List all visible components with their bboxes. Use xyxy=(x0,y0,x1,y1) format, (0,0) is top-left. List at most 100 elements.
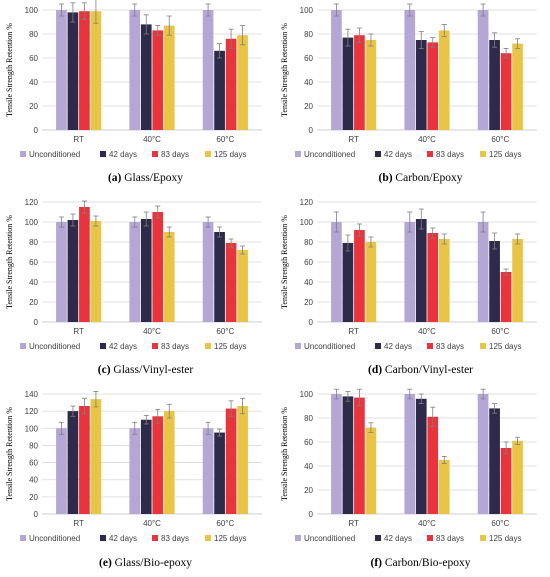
bar xyxy=(79,11,90,131)
legend-swatch xyxy=(20,535,26,541)
y-tick-label: 20 xyxy=(304,486,313,495)
x-tick-label: 40°C xyxy=(143,135,161,144)
bar xyxy=(477,222,489,322)
bar xyxy=(140,219,152,322)
chart-svg: 0 20 40 60 80 100 Tensile Strength Retention %… xyxy=(280,388,537,543)
panel-caption-text: Carbon/Vinyl-ester xyxy=(384,364,474,376)
bar xyxy=(214,232,225,322)
chart-svg: 0 20 40 60 80 100 Tensile Strength Retention %… xyxy=(5,0,262,159)
legend-label: 125 days xyxy=(489,150,521,159)
y-axis-label: Tensile Strength Retention % xyxy=(5,23,14,117)
x-tick-label: 40°C xyxy=(143,519,161,528)
legend-label: 125 days xyxy=(214,342,246,351)
legend-label: 83 days xyxy=(436,150,464,159)
x-tick-label: 40°C xyxy=(418,327,436,336)
y-tick-label: 120 xyxy=(25,407,39,416)
bar xyxy=(512,239,523,322)
bar xyxy=(489,40,500,130)
legend-swatch xyxy=(100,151,106,157)
y-tick-label: 60 xyxy=(304,54,313,63)
legend-label: 83 days xyxy=(161,534,189,543)
y-tick-label: 100 xyxy=(300,390,314,399)
chart-panel-carbon-epoxy: 0 20 40 60 80 100 Tensile Strength Retention %… xyxy=(275,0,550,192)
bar xyxy=(79,406,90,514)
bar xyxy=(56,222,67,322)
panel-caption: (c) Glass/Vinyl-ester xyxy=(98,364,193,376)
panel-caption-letter: (e) xyxy=(99,557,112,569)
bar xyxy=(365,40,377,130)
legend-swatch xyxy=(205,151,211,157)
chart-svg: 0 20 40 60 80 100 Tensile Strength Retention %… xyxy=(280,3,537,159)
legend-swatch xyxy=(152,535,158,541)
panel-caption-letter: (f) xyxy=(370,557,383,569)
bar xyxy=(202,428,214,514)
legend-label: 42 days xyxy=(384,534,412,543)
y-tick-label: 0 xyxy=(34,126,39,135)
legend-label: 42 days xyxy=(384,342,412,351)
legend-label: Unconditioned xyxy=(29,342,80,351)
x-tick-label: 60°C xyxy=(491,327,509,336)
bar xyxy=(163,411,175,514)
y-tick-label: 40 xyxy=(29,476,38,485)
y-tick-label: 40 xyxy=(304,278,313,287)
bar xyxy=(404,394,416,514)
legend-label: 42 days xyxy=(384,150,412,159)
bar xyxy=(331,10,342,130)
legend-label: Unconditioned xyxy=(304,534,355,543)
y-tick-label: 100 xyxy=(25,6,39,15)
bar xyxy=(500,448,512,514)
chart-panel-glass-epoxy: 0 20 40 60 80 100 Tensile Strength Retention %… xyxy=(0,0,275,192)
legend-swatch xyxy=(375,343,381,349)
y-tick-label: 60 xyxy=(29,459,38,468)
bar xyxy=(438,239,450,322)
x-tick-label: 60°C xyxy=(216,327,234,336)
bar xyxy=(342,396,354,514)
legend-swatch xyxy=(152,151,158,157)
chart-svg: 0 20 40 60 80 100 120 Tensile Strength Retentio… xyxy=(280,198,537,351)
legend-swatch xyxy=(480,535,486,541)
legend-swatch xyxy=(427,535,433,541)
chart-svg: 0 20 40 60 80 100 120 140 Tensile Strength Reten… xyxy=(5,390,262,543)
panel-caption: (b) Carbon/Epoxy xyxy=(378,172,462,184)
bar xyxy=(331,222,342,322)
panel-caption-text: Carbon/Epoxy xyxy=(395,172,463,184)
bar xyxy=(129,428,141,514)
bar xyxy=(427,42,439,130)
legend-swatch xyxy=(152,343,158,349)
bar xyxy=(152,212,164,322)
panel-caption-letter: (d) xyxy=(367,364,383,376)
x-tick-label: 40°C xyxy=(418,135,436,144)
x-tick-label: 40°C xyxy=(143,327,161,336)
y-tick-label: 40 xyxy=(304,78,313,87)
bar xyxy=(512,43,523,130)
x-tick-label: RT xyxy=(348,519,359,528)
legend-swatch xyxy=(20,343,26,349)
panel-caption-letter: (c) xyxy=(97,364,111,376)
bar xyxy=(225,38,237,130)
y-tick-label: 0 xyxy=(34,318,39,327)
x-tick-label: RT xyxy=(348,327,359,336)
y-axis-label: Tensile Strength Retention % xyxy=(280,215,289,309)
bar xyxy=(489,408,500,514)
legend-swatch xyxy=(427,151,433,157)
x-tick-label: RT xyxy=(348,135,359,144)
bar xyxy=(477,10,489,130)
legend-label: 125 days xyxy=(489,534,521,543)
legend-label: Unconditioned xyxy=(304,342,355,351)
panel-caption: (f) Carbon/Bio-epoxy xyxy=(371,557,471,569)
y-tick-label: 60 xyxy=(29,54,38,63)
y-axis-label: Tensile Strength Retention % xyxy=(5,407,14,501)
panel-caption: (e) Glass/Bio-epoxy xyxy=(99,557,192,569)
y-tick-label: 80 xyxy=(304,238,313,247)
bar xyxy=(342,243,354,322)
y-tick-label: 0 xyxy=(309,510,314,519)
bar xyxy=(365,242,377,322)
bar xyxy=(477,394,489,514)
bar xyxy=(152,30,164,130)
legend-swatch xyxy=(480,343,486,349)
legend-label: Unconditioned xyxy=(29,150,80,159)
bar xyxy=(56,428,67,514)
bar xyxy=(163,232,175,322)
bar xyxy=(354,230,365,322)
